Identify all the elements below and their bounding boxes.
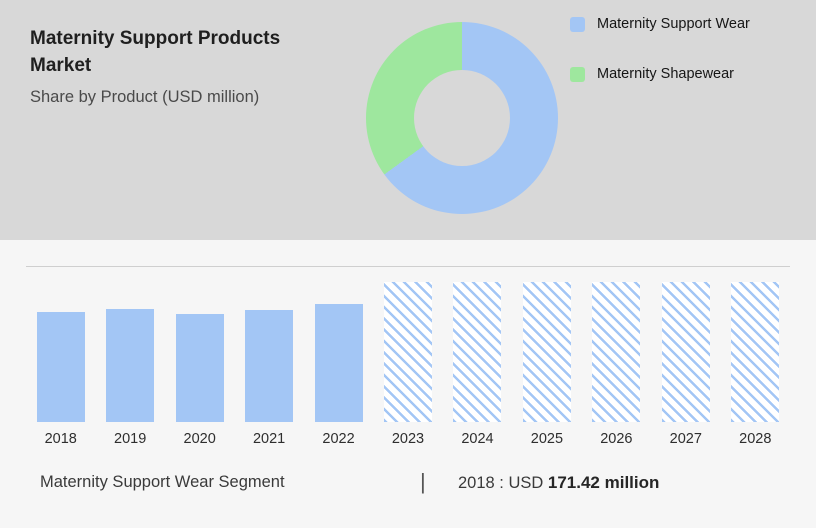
x-axis-label-2022: 2022 xyxy=(322,431,355,447)
bar-column-2022 xyxy=(304,267,373,422)
donut-chart xyxy=(366,22,558,214)
page-subtitle: Share by Product (USD million) xyxy=(30,88,260,107)
legend-swatch-blue xyxy=(570,16,585,32)
bar-column-2019 xyxy=(95,267,164,422)
legend: Maternity Support Wear Maternity Shapewe… xyxy=(570,16,750,116)
x-axis-label-2021: 2021 xyxy=(252,431,286,447)
bar-2027 xyxy=(661,282,710,422)
x-axis: 2018 2019 2020 2021 2022 2023 2024 2025 2026 2027… xyxy=(26,431,790,447)
bar-chart: 2018 2019 2020 2021 2022 2023 2024 2025 2026 2027… xyxy=(26,266,790,447)
bar-column-2026 xyxy=(582,267,651,422)
bar-column-2027 xyxy=(651,267,720,422)
legend-label: Maternity Support Wear xyxy=(597,16,750,32)
bar-column-2024 xyxy=(443,267,512,422)
bar-column-2021 xyxy=(234,267,303,422)
segment-value-prefix: 2018 : USD xyxy=(458,474,544,492)
header-panel: Maternity Support Products Market Share … xyxy=(0,0,816,240)
caption-separator: | xyxy=(420,469,426,494)
x-axis-label-2025: 2025 xyxy=(530,431,564,447)
legend-item-support-wear: Maternity Support Wear xyxy=(570,16,750,32)
legend-swatch-green xyxy=(570,66,585,82)
bar-2028 xyxy=(731,282,780,422)
bar-2022 xyxy=(314,304,363,422)
legend-label: Maternity Shapewear xyxy=(597,66,735,82)
x-axis-label-2026: 2026 xyxy=(600,431,633,447)
x-axis-label-2018: 2018 xyxy=(44,431,77,447)
segment-value: 2018 : USD 171.42 million xyxy=(458,473,659,493)
bar-2026 xyxy=(592,282,641,422)
x-axis-label-2027: 2027 xyxy=(669,431,702,447)
bars xyxy=(26,266,790,422)
bar-column-2028 xyxy=(721,267,790,422)
segment-value-bold: 171.42 million xyxy=(547,473,660,492)
bar-2019 xyxy=(106,309,155,422)
bar-2023 xyxy=(383,282,432,422)
segment-caption: Maternity Support Wear Segment xyxy=(40,473,285,491)
bar-2020 xyxy=(175,314,224,422)
bar-chart-panel: 2018 2019 2020 2021 2022 2023 2024 2025 2026 2027… xyxy=(0,266,816,528)
bar-2018 xyxy=(36,312,85,422)
bar-column-2018 xyxy=(26,267,95,422)
bar-column-2025 xyxy=(512,267,581,422)
donut-hole xyxy=(414,70,510,166)
x-axis-label-2019: 2019 xyxy=(114,431,147,447)
bar-2021 xyxy=(245,310,294,422)
x-axis-label-2023: 2023 xyxy=(391,431,425,447)
bar-2024 xyxy=(453,282,502,422)
x-axis-label-2020: 2020 xyxy=(183,431,216,447)
bar-2025 xyxy=(522,282,571,422)
bar-column-2023 xyxy=(373,267,442,422)
x-axis-label-2024: 2024 xyxy=(461,431,494,447)
header-text: Maternity Support Products Market Share … xyxy=(30,26,340,107)
page-title: Maternity Support Products Market xyxy=(30,28,281,76)
caption-row: Maternity Support Wear Segment | 2018 : … xyxy=(0,469,816,503)
bar-column-2020 xyxy=(165,267,234,422)
x-axis-label-2028: 2028 xyxy=(739,431,772,447)
legend-item-shapewear: Maternity Shapewear xyxy=(570,66,750,82)
